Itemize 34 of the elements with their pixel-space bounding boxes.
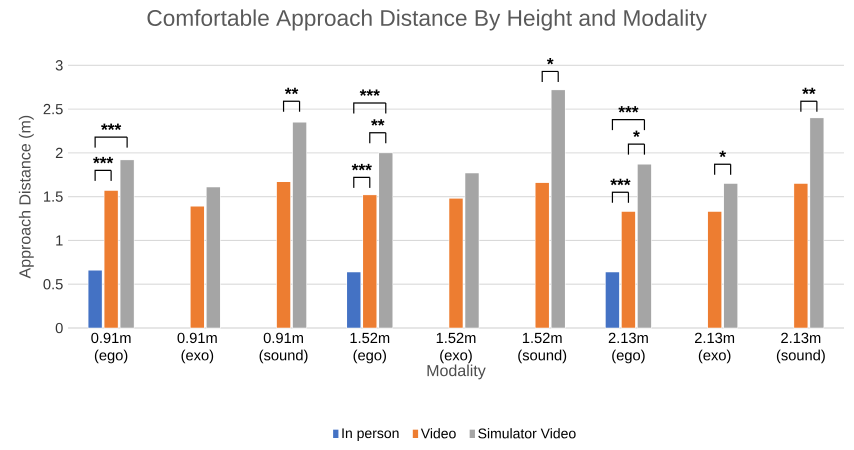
y-tick-label: 0.5: [43, 279, 63, 290]
text: *: [546, 58, 554, 64]
annotation: **: [802, 88, 816, 94]
annotation: ***: [360, 89, 380, 96]
annotation: ***: [352, 164, 372, 170]
y-tick-label: 3: [56, 60, 63, 71]
legend-label: In person: [342, 428, 399, 441]
x-tick-label: 2.13m (sound): [776, 332, 825, 364]
x-tick-label: 2.13m (exo): [695, 332, 734, 364]
annotation: **: [284, 88, 298, 94]
chart-title: Comfortable Approach Distance By Height and Modality: [148, 9, 707, 30]
annotation: *: [719, 150, 726, 158]
annotation: ***: [618, 106, 639, 113]
y-tick-label: 2.5: [44, 104, 63, 114]
legend-label: Simulator Video: [478, 428, 576, 438]
x-tick-label: 1.52m (exo): [436, 332, 476, 364]
x-tick-label: 1.52m (sound): [518, 332, 566, 364]
x-tick-label: 0.91m (sound): [260, 332, 308, 364]
y-tick-label: 1.5: [44, 192, 63, 202]
annotation: ***: [101, 124, 122, 130]
annotation: ***: [610, 178, 631, 186]
x-tick-label: 2.13m (ego): [608, 332, 648, 364]
y-tick-label: 1: [56, 235, 63, 246]
x-axis-title: Modality: [428, 364, 486, 380]
y-axis-title: Approach Distance (m): [18, 116, 34, 278]
y-tick-label: 2: [56, 148, 63, 158]
x-tick-label: 1.52m (ego): [350, 332, 390, 364]
annotation: *: [633, 130, 640, 138]
legend-label: Video: [420, 428, 456, 438]
y-tick-label: 0: [56, 322, 63, 334]
annotation: **: [371, 119, 385, 126]
annotation: ***: [93, 156, 114, 164]
x-tick-label: 0.91m (ego): [91, 332, 131, 364]
x-tick-label: 0.91m (exo): [178, 332, 217, 364]
